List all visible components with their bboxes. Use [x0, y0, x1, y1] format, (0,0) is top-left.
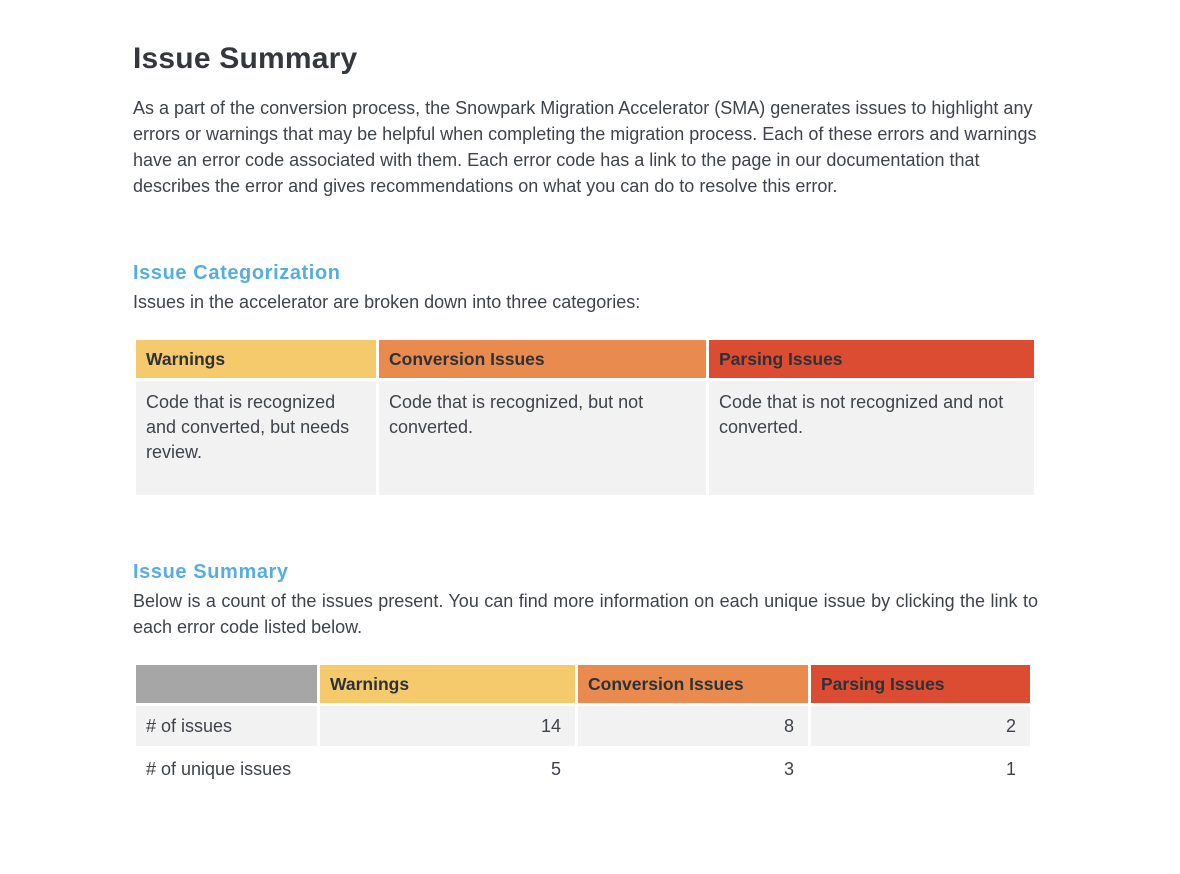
col-header-conversion-issues: Conversion Issues	[578, 665, 808, 703]
conversion-unique-issue-count: 3	[783, 759, 794, 779]
col-header-warnings: Warnings	[136, 340, 376, 378]
page-title: Issue Summary	[133, 42, 358, 75]
summary-intro: Below is a count of the issues present. …	[133, 591, 1038, 637]
issues-count-row: # of issues 14 8 2	[136, 706, 1030, 746]
section-heading-issue-categorization: Issue Categorization	[133, 262, 341, 284]
warnings-unique-issue-count: 5	[550, 759, 561, 779]
col-header-empty	[136, 665, 317, 703]
categorization-table: Warnings Conversion Issues Parsing Issue…	[133, 337, 1037, 498]
parsing-issues-description-cell: Code that is not recognized and not conv…	[709, 381, 1034, 495]
document-page: Issue Summary As a part of the conversio…	[133, 42, 1038, 792]
categorization-intro: Issues in the accelerator are broken dow…	[133, 292, 641, 312]
col-header-parsing-issues: Parsing Issues	[709, 340, 1034, 378]
row-label-unique-issues: # of unique issues	[146, 759, 292, 779]
conversion-issues-description-cell: Code that is recognized, but not convert…	[379, 381, 706, 495]
section-heading-issue-summary: Issue Summary	[133, 561, 289, 583]
categorization-description-row: Code that is recognized and converted, b…	[136, 381, 1034, 495]
col-header-warnings: Warnings	[320, 665, 575, 703]
summary-header-row: Warnings Conversion Issues Parsing Issue…	[136, 665, 1030, 703]
issue-summary-table: Warnings Conversion Issues Parsing Issue…	[133, 662, 1033, 792]
conversion-issue-count: 8	[578, 706, 808, 746]
parsing-unique-issue-count: 1	[1005, 759, 1016, 779]
intro-paragraph: As a part of the conversion process, the…	[133, 98, 1037, 196]
categorization-header-row: Warnings Conversion Issues Parsing Issue…	[136, 340, 1034, 378]
col-header-parsing-issues: Parsing Issues	[811, 665, 1030, 703]
warnings-issue-count: 14	[320, 706, 575, 746]
parsing-issue-count: 2	[811, 706, 1030, 746]
unique-issues-count-row: # of unique issues 5 3 1	[136, 749, 1030, 789]
warnings-description-cell: Code that is recognized and converted, b…	[136, 381, 376, 495]
row-label-issues: # of issues	[136, 706, 317, 746]
col-header-conversion-issues: Conversion Issues	[379, 340, 706, 378]
